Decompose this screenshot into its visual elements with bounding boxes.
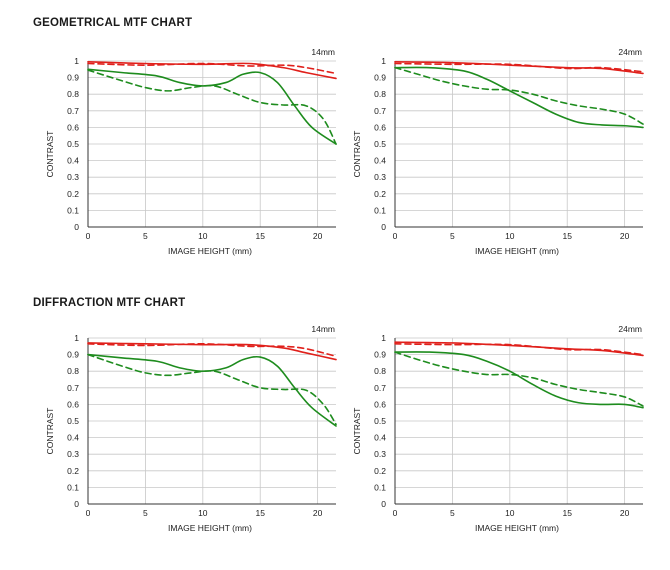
x-tick-label: 20	[313, 508, 323, 518]
series-line-green-dashed	[394, 351, 644, 407]
y-tick-label: 0.9	[374, 350, 386, 360]
y-tick-label: 1	[74, 56, 79, 66]
y-tick-label: 0.4	[374, 156, 386, 166]
x-axis-label: IMAGE HEIGHT (mm)	[475, 523, 559, 533]
focal-length-label: 24mm	[618, 324, 642, 334]
y-tick-label: 1	[381, 333, 386, 343]
y-tick-label: 0.4	[374, 433, 386, 443]
y-tick-label: 0.9	[374, 73, 386, 83]
x-tick-label: 15	[562, 508, 572, 518]
series-line-green-solid	[87, 68, 337, 145]
x-tick-label: 5	[143, 508, 148, 518]
y-tick-label: 0	[74, 222, 79, 232]
x-tick-label: 0	[86, 508, 91, 518]
y-tick-label: 0.3	[374, 172, 386, 182]
y-axis-label: CONTRAST	[45, 131, 55, 178]
y-axis-label: CONTRAST	[352, 131, 362, 178]
x-tick-label: 10	[505, 231, 515, 241]
x-tick-label: 0	[393, 508, 398, 518]
y-tick-label: 0.7	[374, 383, 386, 393]
series-line-green-dashed	[87, 69, 337, 145]
series-line-red-solid	[87, 61, 337, 80]
x-tick-label: 20	[313, 231, 323, 241]
diffraction-section-title: DIFFRACTION MTF CHART	[33, 297, 186, 309]
y-tick-label: 0.9	[67, 350, 79, 360]
y-tick-label: 0.6	[67, 399, 79, 409]
x-axis-label: IMAGE HEIGHT (mm)	[168, 246, 252, 256]
y-axis-label: CONTRAST	[45, 408, 55, 455]
series-line-red-dashed	[87, 62, 337, 75]
x-tick-label: 15	[255, 231, 265, 241]
y-tick-label: 0.8	[67, 366, 79, 376]
x-tick-label: 10	[505, 508, 515, 518]
y-tick-label: 0.5	[67, 139, 79, 149]
x-tick-label: 5	[450, 508, 455, 518]
x-tick-label: 15	[562, 231, 572, 241]
series-line-red-dashed	[87, 343, 337, 358]
y-tick-label: 0.1	[67, 482, 79, 492]
y-tick-label: 0.1	[67, 205, 79, 215]
series-line-green-solid	[394, 351, 644, 409]
y-tick-label: 0.7	[374, 106, 386, 116]
y-tick-label: 0.3	[67, 172, 79, 182]
grid-lines	[87, 60, 336, 228]
y-tick-label: 0.5	[67, 416, 79, 426]
grid-lines	[394, 60, 643, 228]
y-tick-label: 0.6	[374, 399, 386, 409]
series-line-green-dashed	[394, 66, 644, 125]
x-axis-label: IMAGE HEIGHT (mm)	[168, 523, 252, 533]
y-tick-label: 0.1	[374, 482, 386, 492]
focal-length-label: 14mm	[311, 324, 335, 334]
y-tick-label: 0.5	[374, 139, 386, 149]
x-tick-label: 5	[450, 231, 455, 241]
x-tick-label: 0	[393, 231, 398, 241]
y-axis-label: CONTRAST	[352, 408, 362, 455]
y-tick-label: 0	[381, 499, 386, 509]
y-tick-label: 0.2	[374, 466, 386, 476]
geometrical-section-title: GEOMETRICAL MTF CHART	[33, 17, 193, 29]
focal-length-label: 24mm	[618, 47, 642, 57]
y-tick-label: 0.3	[374, 449, 386, 459]
x-tick-label: 10	[198, 508, 208, 518]
x-tick-label: 20	[620, 508, 630, 518]
y-tick-label: 0.4	[67, 156, 79, 166]
x-tick-label: 15	[255, 508, 265, 518]
focal-length-label: 14mm	[311, 47, 335, 57]
y-tick-label: 0	[381, 222, 386, 232]
y-tick-label: 0.3	[67, 449, 79, 459]
y-tick-label: 1	[381, 56, 386, 66]
series-line-green-dashed	[87, 353, 337, 426]
y-tick-label: 0.5	[374, 416, 386, 426]
x-tick-label: 20	[620, 231, 630, 241]
grid-lines	[394, 337, 643, 505]
y-tick-label: 0.2	[374, 189, 386, 199]
y-tick-label: 0.4	[67, 433, 79, 443]
y-tick-label: 0.1	[374, 205, 386, 215]
series-line-red-dashed	[394, 343, 644, 356]
y-tick-label: 0.8	[67, 89, 79, 99]
y-tick-label: 0.9	[67, 73, 79, 83]
y-tick-label: 0	[74, 499, 79, 509]
y-tick-label: 0.8	[374, 89, 386, 99]
y-tick-label: 0.8	[374, 366, 386, 376]
x-tick-label: 0	[86, 231, 91, 241]
series-line-green-solid	[394, 66, 644, 129]
y-tick-label: 0.6	[67, 122, 79, 132]
y-tick-label: 0.2	[67, 189, 79, 199]
series-line-red-dashed	[394, 62, 644, 73]
y-tick-label: 0.7	[67, 383, 79, 393]
y-tick-label: 0.6	[374, 122, 386, 132]
x-axis-label: IMAGE HEIGHT (mm)	[475, 246, 559, 256]
y-tick-label: 0.7	[67, 106, 79, 116]
y-tick-label: 1	[74, 333, 79, 343]
series-line-red-solid	[87, 342, 337, 361]
x-tick-label: 5	[143, 231, 148, 241]
y-tick-label: 0.2	[67, 466, 79, 476]
x-tick-label: 10	[198, 231, 208, 241]
series-line-red-solid	[394, 341, 644, 357]
